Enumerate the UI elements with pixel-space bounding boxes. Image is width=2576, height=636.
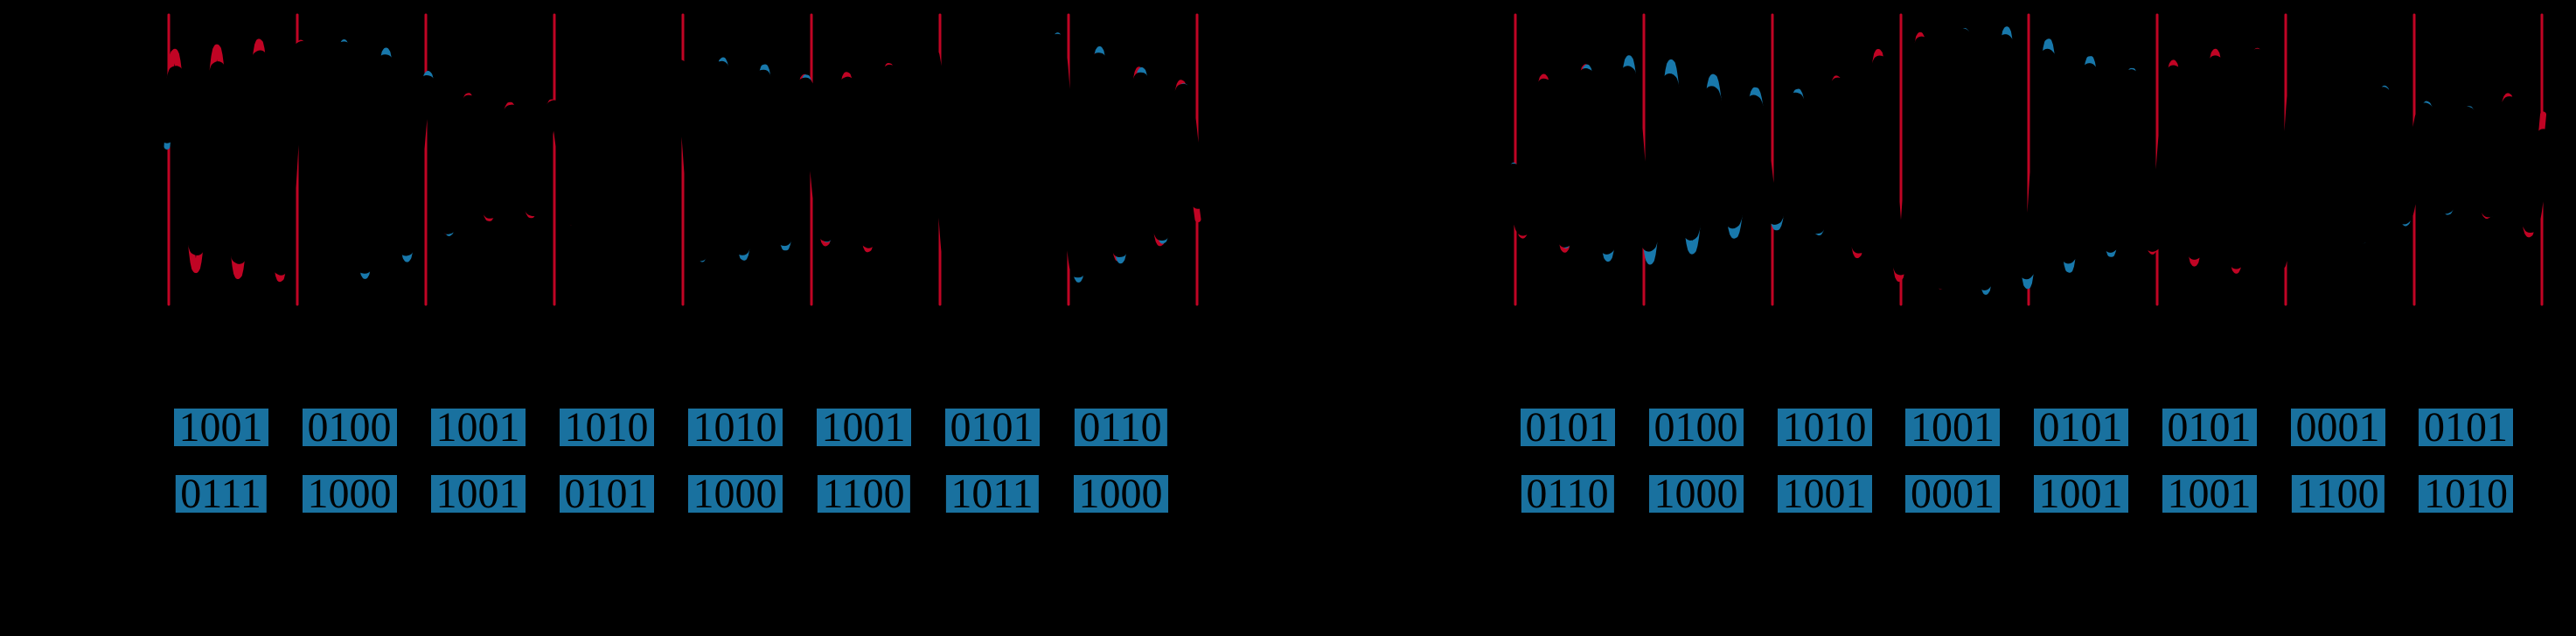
waveform-occluder-left	[160, 24, 1205, 295]
bit-group-left-actual-5: 1001	[816, 407, 911, 449]
bit-group-right-predicted-1: 1000	[1648, 473, 1744, 515]
bit-group-left-actual-3: 1010	[559, 407, 654, 449]
bit-group-left-actual-7: 0110	[1074, 407, 1167, 449]
bit-group-right-predicted-3: 0001	[1905, 473, 2000, 515]
bit-group-right-predicted-0: 0110	[1521, 473, 1614, 515]
bit-group-right-actual-5: 0101	[2162, 407, 2257, 449]
bit-group-right-predicted-4: 1001	[2033, 473, 2128, 515]
bit-group-right-predicted-5: 1001	[2162, 473, 2257, 515]
bit-group-right-predicted-7: 1010	[2419, 473, 2513, 515]
bit-group-right-actual-2: 1010	[1777, 407, 1872, 449]
bit-group-left-actual-0: 1001	[173, 407, 268, 449]
bit-group-left-predicted-3: 0101	[559, 473, 654, 515]
bit-group-left-predicted-7: 1000	[1073, 473, 1168, 515]
bit-group-left-actual-4: 1010	[687, 407, 783, 449]
bit-group-left-predicted-6: 1011	[945, 473, 1039, 515]
bit-group-right-actual-7: 0101	[2419, 407, 2513, 449]
bit-group-left-actual-2: 1001	[430, 407, 526, 449]
bit-group-left-predicted-5: 1100	[817, 473, 910, 515]
bit-group-left-predicted-4: 1000	[687, 473, 783, 515]
bit-group-right-actual-3: 1001	[1905, 407, 2000, 449]
bit-group-left-actual-1: 0100	[302, 407, 397, 449]
bit-group-left-predicted-0: 0111	[175, 473, 267, 515]
bit-group-right-actual-0: 0101	[1520, 407, 1615, 449]
bit-group-right-predicted-2: 1001	[1777, 473, 1872, 515]
bit-group-right-actual-1: 0100	[1648, 407, 1744, 449]
bit-group-left-predicted-1: 1000	[302, 473, 397, 515]
bit-group-right-actual-6: 0001	[2290, 407, 2385, 449]
bit-group-left-actual-6: 0101	[944, 407, 1040, 449]
bit-group-right-actual-4: 0101	[2033, 407, 2128, 449]
waveform-occluder-right	[1507, 28, 2550, 290]
bit-group-left-predicted-2: 1001	[430, 473, 526, 515]
bit-group-right-predicted-6: 1100	[2291, 473, 2385, 515]
